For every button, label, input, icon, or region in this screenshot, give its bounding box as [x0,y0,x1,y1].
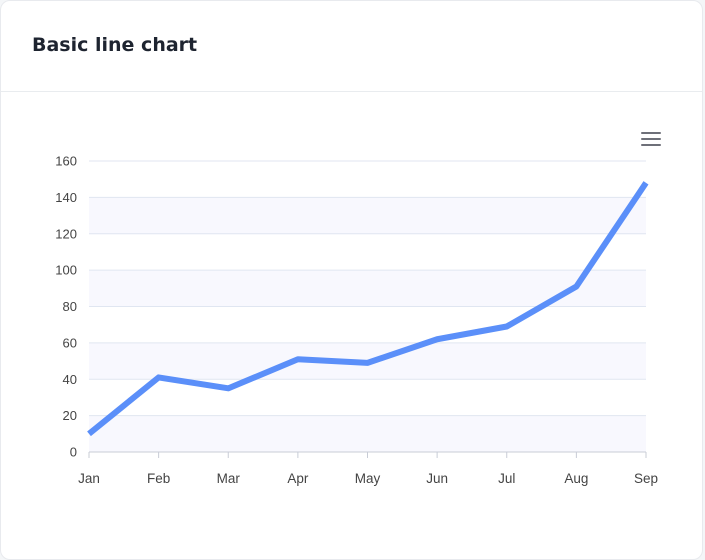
y-tick-label: 80 [63,299,77,314]
y-tick-label: 120 [55,226,77,241]
x-tick-label: Apr [287,471,309,486]
x-tick-label: May [355,471,381,486]
y-tick-label: 60 [63,335,77,350]
hamburger-menu-icon[interactable] [637,129,665,151]
line-chart: 0 20 40 60 80 100 120 140 160 Jan Feb Mar Apr May Jun J… [55,154,658,487]
y-tick-label: 20 [63,408,77,423]
x-tick-label: Feb [147,471,170,486]
y-tick-label: 160 [55,154,77,169]
chart-area: 0 20 40 60 80 100 120 140 160 Jan Feb Mar Apr May Jun J… [1,93,704,513]
x-tick-label: Jan [78,471,100,486]
series-line [87,181,649,437]
y-band [89,415,646,452]
y-tick-label: 40 [63,372,77,387]
card-header: Basic line chart [1,1,702,92]
y-tick-label: 100 [55,263,77,278]
x-tick-label: Jul [498,471,515,486]
y-tick-label: 0 [70,445,77,460]
x-tick-label: Sep [634,471,658,486]
y-band [89,197,646,234]
x-tick-label: Jun [426,471,448,486]
x-tick-label: Aug [564,471,588,486]
y-band [89,270,646,307]
y-tick-label: 140 [55,190,77,205]
x-tick-label: Mar [217,471,241,486]
chart-title: Basic line chart [32,34,198,56]
